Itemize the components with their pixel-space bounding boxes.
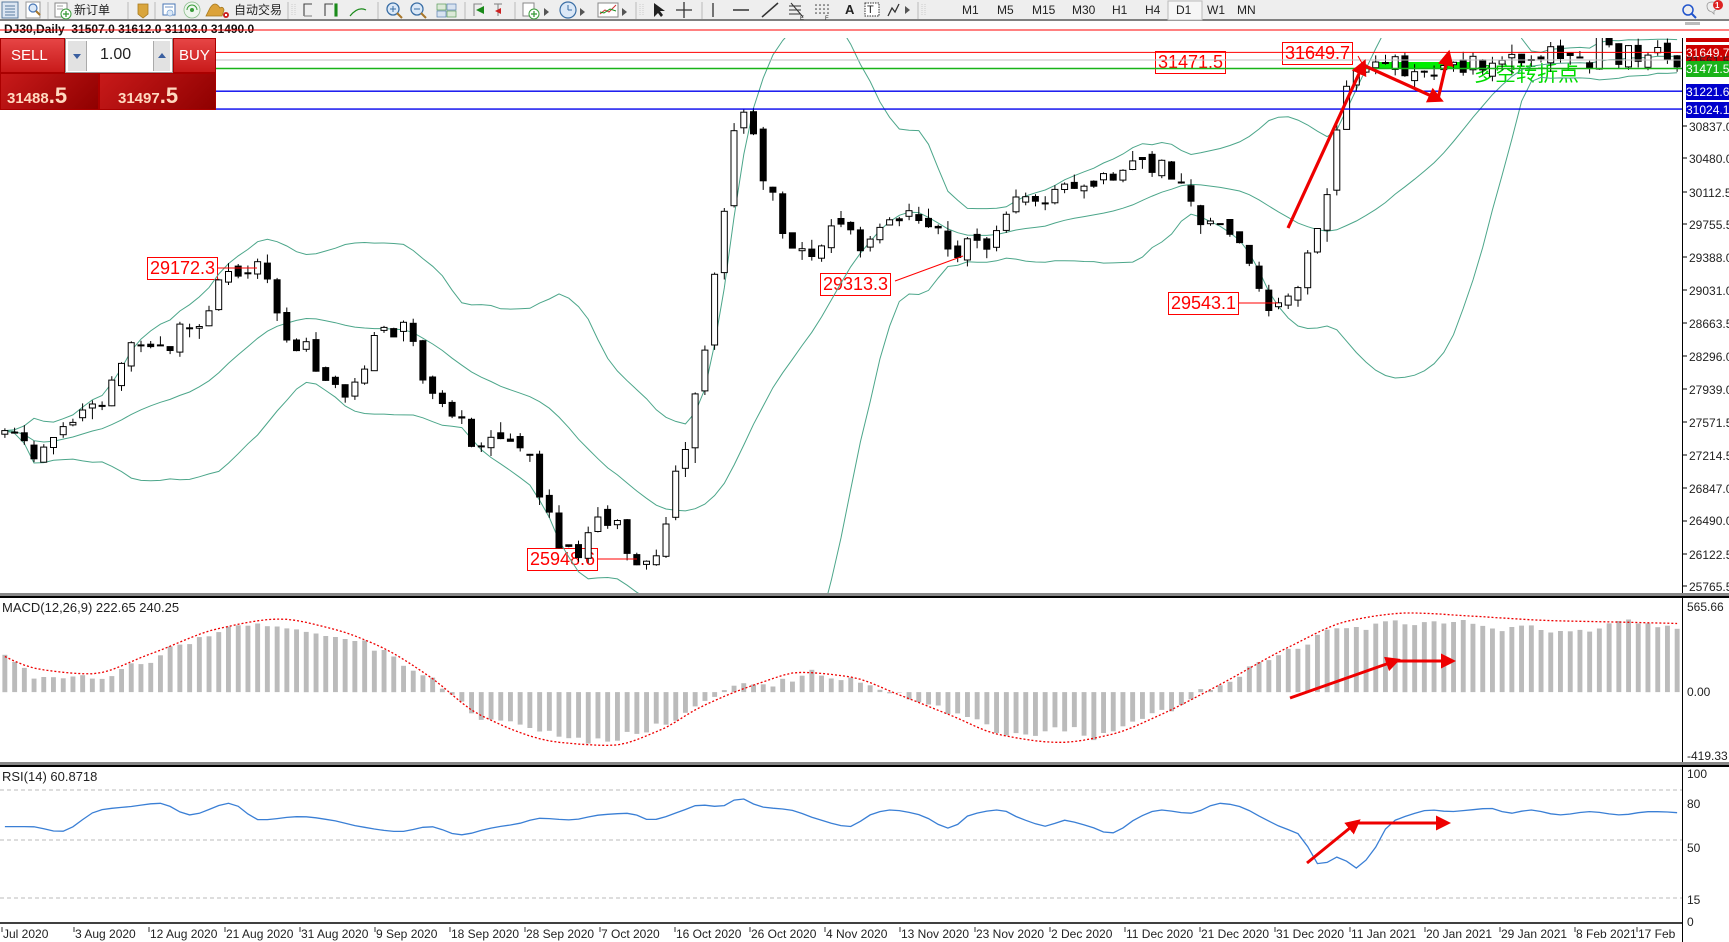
svg-text:1: 1 [1715,1,1720,10]
svg-text:M15: M15 [1032,3,1056,17]
svg-text:D1: D1 [1176,3,1192,17]
svg-text:M5: M5 [997,3,1014,17]
svg-text:新订单: 新订单 [74,2,110,17]
svg-text:H4: H4 [1145,3,1161,17]
svg-text:W1: W1 [1207,3,1225,17]
svg-text:T: T [867,4,874,16]
svg-text:MN: MN [1237,3,1256,17]
svg-text:M1: M1 [962,3,979,17]
svg-text:自动交易: 自动交易 [234,2,282,17]
svg-text:H1: H1 [1112,3,1128,17]
svg-text:M30: M30 [1072,3,1096,17]
svg-text:A: A [845,2,855,17]
